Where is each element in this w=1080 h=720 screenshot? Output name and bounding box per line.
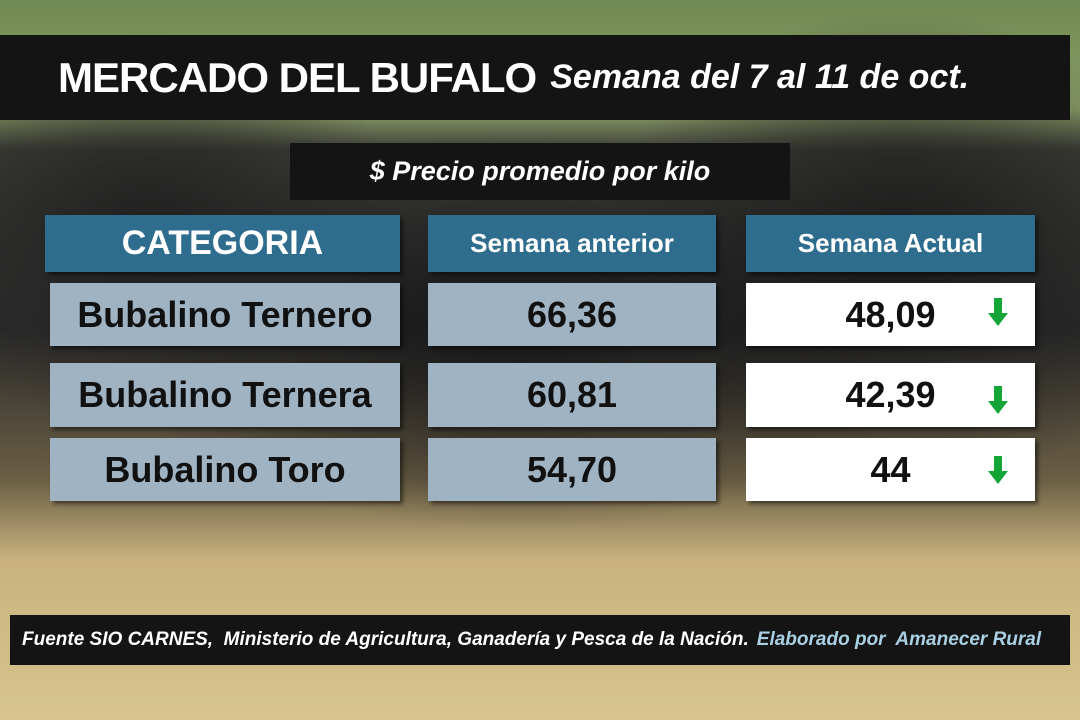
caption: $ Precio promedio por kilo [290, 143, 790, 200]
down-arrow [988, 386, 1008, 414]
category-cell: Bubalino Ternera [50, 363, 400, 427]
title: MERCADO DEL BUFALO [58, 53, 537, 101]
column-header: Semana Actual [746, 215, 1035, 272]
column-header: CATEGORIA [45, 215, 400, 272]
credit: Elaborado por Amanecer Rural [756, 629, 1042, 650]
current-cell: 44 [746, 438, 1035, 501]
footer-bar: Fuente SIO CARNES, Ministerio de Agricul… [10, 615, 1070, 665]
down-arrow [988, 298, 1008, 326]
current-cell: 42,39 [746, 363, 1035, 427]
previous-cell: 60,81 [428, 363, 716, 427]
category-cell: Bubalino Ternero [50, 283, 400, 346]
current-cell: 48,09 [746, 283, 1035, 346]
previous-cell: 54,70 [428, 438, 716, 501]
subtitle: Semana del 7 al 11 de oct. [550, 58, 970, 96]
category-cell: Bubalino Toro [50, 438, 400, 501]
down-arrow [988, 456, 1008, 484]
source: Fuente SIO CARNES, Ministerio de Agricul… [22, 629, 749, 650]
previous-cell: 66,36 [428, 283, 716, 346]
title-bar: MERCADO DEL BUFALO Semana del 7 al 11 de… [0, 35, 1070, 120]
column-header: Semana anterior [428, 215, 716, 272]
